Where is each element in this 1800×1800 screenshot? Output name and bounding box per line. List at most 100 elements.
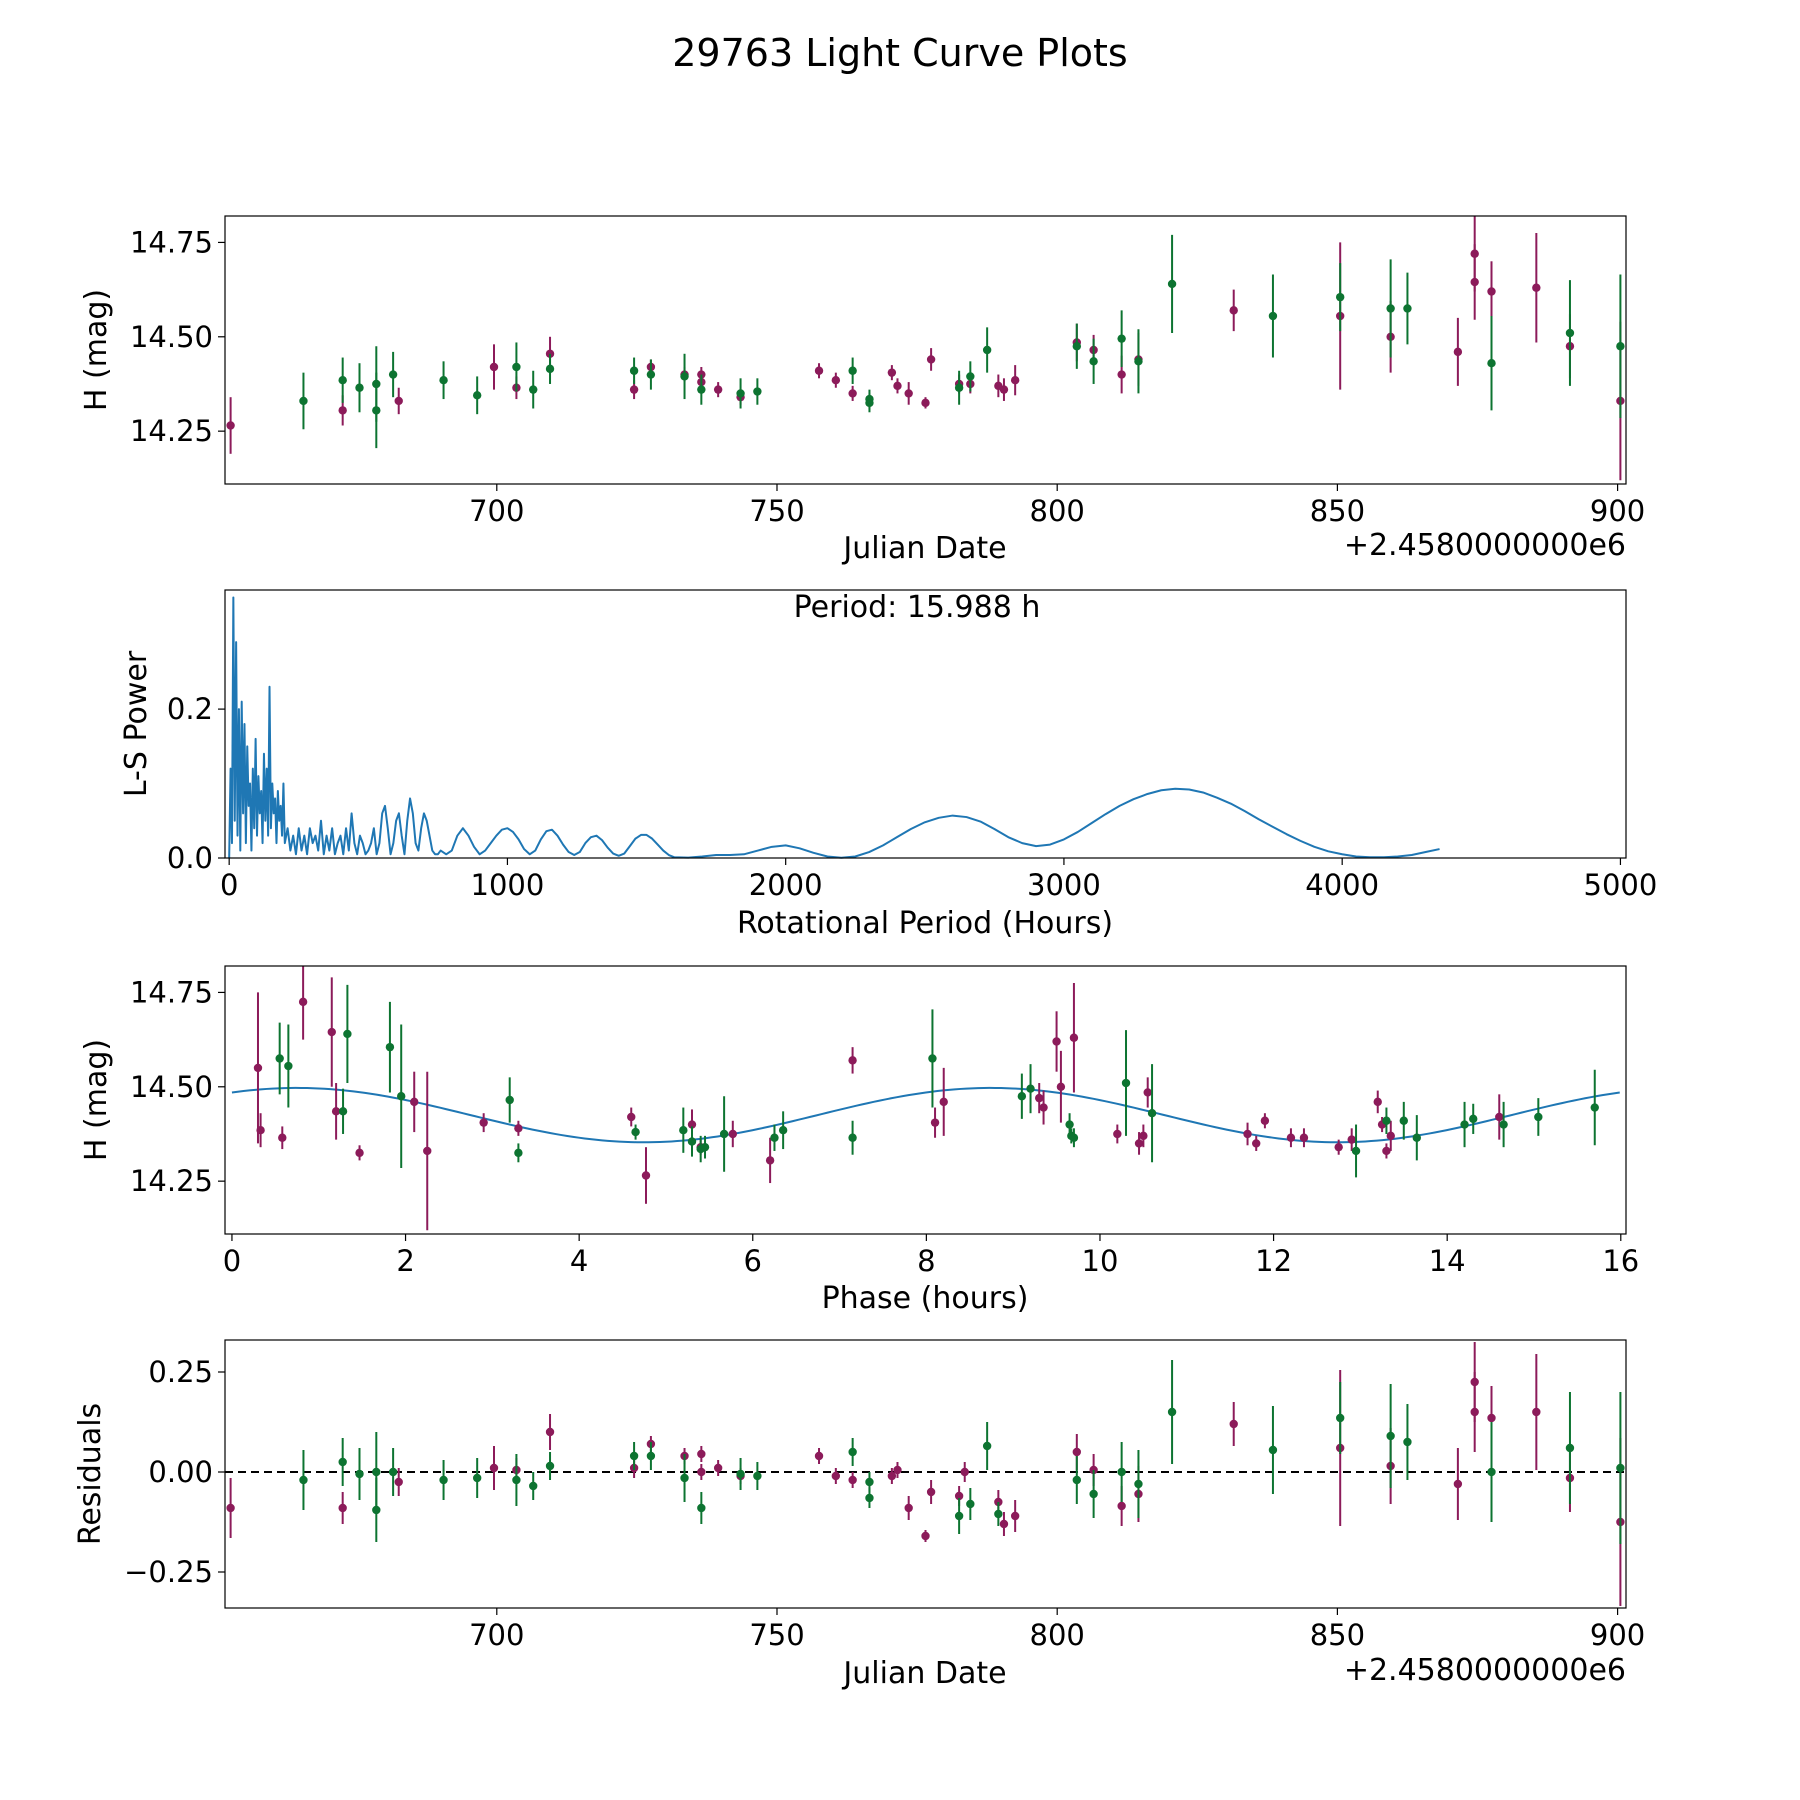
data-point bbox=[697, 1467, 706, 1477]
data-point bbox=[865, 394, 874, 404]
data-point bbox=[1268, 1445, 1278, 1455]
y-tick-label: 0.0 bbox=[167, 841, 213, 875]
data-point bbox=[687, 1120, 697, 1129]
x-tick-label: 4000 bbox=[1305, 868, 1379, 902]
data-point bbox=[545, 1427, 555, 1437]
figure-title: 29763 Light Curve Plots bbox=[672, 31, 1127, 75]
data-point bbox=[1072, 1475, 1082, 1485]
y-tick-label: 0.25 bbox=[148, 1355, 213, 1389]
data-point bbox=[388, 1467, 398, 1477]
data-point bbox=[1069, 1033, 1079, 1042]
data-point bbox=[921, 398, 930, 408]
data-point bbox=[1460, 1120, 1469, 1129]
data-point bbox=[848, 1056, 857, 1065]
data-point bbox=[1590, 1103, 1599, 1112]
x-tick-label: 900 bbox=[1590, 1618, 1645, 1652]
data-point bbox=[680, 372, 689, 381]
data-point bbox=[489, 1463, 499, 1473]
data-point bbox=[1470, 1407, 1479, 1417]
data-point bbox=[1565, 1443, 1575, 1453]
data-point bbox=[1382, 1116, 1391, 1125]
data-point bbox=[627, 1112, 636, 1122]
data-point bbox=[848, 1447, 857, 1457]
data-point bbox=[687, 1137, 697, 1146]
data-point bbox=[410, 1097, 419, 1107]
data-point bbox=[372, 1467, 381, 1477]
y-tick-label: 14.25 bbox=[130, 1164, 213, 1198]
data-point bbox=[1487, 1413, 1496, 1423]
data-point bbox=[1616, 1463, 1625, 1473]
residuals-x-label: Julian Date bbox=[841, 1656, 1006, 1691]
data-point bbox=[338, 406, 347, 415]
x-tick-label: 1000 bbox=[471, 868, 545, 902]
data-point bbox=[1147, 1109, 1157, 1118]
data-point bbox=[719, 1129, 729, 1139]
data-point bbox=[814, 366, 824, 375]
data-point bbox=[514, 1148, 523, 1158]
data-point bbox=[1121, 1078, 1131, 1088]
data-point bbox=[765, 1156, 775, 1165]
data-point bbox=[1334, 1142, 1343, 1152]
data-point bbox=[1351, 1146, 1361, 1156]
data-point bbox=[1065, 1120, 1074, 1129]
data-point bbox=[1470, 277, 1479, 287]
data-point bbox=[1399, 1116, 1408, 1125]
data-point bbox=[814, 1451, 824, 1461]
light-curve-panel: 700 750 800 850 900 14.25 14.50 14.75 Julian Da… bbox=[79, 215, 1645, 566]
data-point bbox=[372, 1505, 381, 1515]
data-point bbox=[982, 1441, 992, 1451]
data-point bbox=[679, 1125, 688, 1135]
data-point bbox=[713, 385, 723, 394]
data-point bbox=[338, 375, 347, 385]
data-point bbox=[1117, 1501, 1126, 1511]
power-spectrum-line bbox=[228, 596, 1440, 859]
x-tick-label: 2000 bbox=[749, 868, 823, 902]
data-point bbox=[514, 1124, 523, 1133]
data-point bbox=[489, 362, 499, 372]
data-point bbox=[1403, 304, 1412, 313]
data-point bbox=[954, 1511, 964, 1521]
x-tick-label: 850 bbox=[1310, 494, 1365, 528]
data-point bbox=[338, 1457, 347, 1467]
data-point bbox=[512, 1475, 521, 1485]
data-point bbox=[928, 1054, 937, 1063]
data-point bbox=[930, 1118, 940, 1127]
data-point bbox=[1229, 1419, 1238, 1429]
data-point bbox=[278, 1133, 287, 1142]
data-point bbox=[1532, 283, 1541, 292]
data-point bbox=[275, 1054, 284, 1063]
data-point bbox=[1056, 1082, 1066, 1091]
y-tick-label: 14.75 bbox=[130, 975, 213, 1009]
data-point bbox=[893, 381, 902, 391]
data-point bbox=[299, 1475, 308, 1485]
data-point bbox=[479, 1118, 488, 1127]
x-tick-label: 4 bbox=[570, 1244, 588, 1278]
data-point bbox=[529, 1481, 538, 1491]
data-point bbox=[394, 1477, 403, 1487]
data-point bbox=[629, 1451, 639, 1461]
data-point bbox=[1252, 1139, 1261, 1148]
data-point bbox=[1532, 1407, 1541, 1417]
data-point bbox=[298, 997, 308, 1007]
data-point bbox=[736, 1469, 745, 1479]
y-tick-label: 14.75 bbox=[130, 225, 213, 259]
data-point bbox=[939, 1097, 948, 1107]
data-point bbox=[1134, 1479, 1143, 1489]
light-curve-ticks: 700 750 800 850 900 14.25 14.50 14.75 bbox=[130, 225, 1645, 528]
x-tick-label: 16 bbox=[1602, 1244, 1639, 1278]
data-point bbox=[1010, 1511, 1020, 1521]
data-point bbox=[926, 1487, 936, 1497]
data-point bbox=[355, 1469, 364, 1479]
data-point bbox=[646, 1451, 656, 1461]
data-point bbox=[529, 385, 538, 394]
data-point bbox=[1373, 1097, 1382, 1107]
x-tick-label: 10 bbox=[1082, 1244, 1119, 1278]
residuals-axes-frame bbox=[224, 1339, 1627, 1609]
data-point bbox=[926, 355, 936, 364]
data-point bbox=[1117, 1467, 1126, 1477]
x-tick-label: 850 bbox=[1310, 1618, 1365, 1652]
data-point bbox=[999, 1519, 1009, 1529]
y-tick-label: 14.50 bbox=[130, 1070, 213, 1104]
data-point bbox=[439, 1475, 448, 1485]
data-point bbox=[831, 375, 841, 385]
